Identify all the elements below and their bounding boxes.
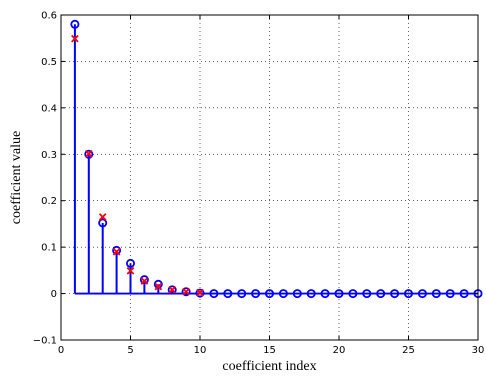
x-marker [84,149,93,158]
circle-marker [70,19,80,29]
circle-marker [445,289,455,299]
x-marker-stroke [84,149,93,158]
markers [70,19,483,299]
circle-marker [153,279,163,289]
circle-marker [376,289,386,299]
circle-marker [223,289,233,299]
circle-marker [112,245,122,255]
x-marker [98,213,107,221]
x-axis-label: coefficient index [222,359,316,374]
x-tick-label: 0 [58,345,64,356]
circle-marker [167,285,177,295]
circle-marker [320,289,330,299]
circle-marker [403,289,413,299]
x-tick-label: 20 [333,345,346,356]
circle-marker [278,289,288,299]
circle-marker [126,258,136,268]
x-tick-label: 5 [127,345,133,356]
x-marker-stroke [140,277,149,285]
circle-marker [139,275,149,285]
x-tick-label: 10 [194,345,207,356]
circle-marker [390,289,400,299]
circle-marker [306,289,316,299]
x-marker-stroke [112,247,121,256]
y-tick-label: 0.6 [41,11,57,22]
circle-marker [237,289,247,299]
y-tick-label: −0.1 [33,336,57,347]
y-tick-label: 0.4 [41,103,57,114]
y-tick-label: 0 [51,289,57,300]
grid [61,15,478,340]
x-marker [71,34,79,43]
x-tick-label: 30 [472,345,485,356]
circle-marker [348,289,358,299]
x-marker-stroke [168,286,177,294]
x-marker-stroke [71,34,79,43]
x-marker [182,287,190,296]
x-marker [126,266,135,275]
x-marker-stroke [196,288,204,297]
x-marker [140,277,149,285]
stems [73,24,201,294]
circle-marker [459,289,469,299]
circle-marker [98,218,108,228]
y-tick-label: 0.3 [41,150,57,161]
x-tick-label: 25 [402,345,415,356]
y-tick-label: 0.5 [41,57,57,68]
ticks [60,14,479,341]
circle-marker [181,287,191,297]
x-marker [154,282,163,291]
circle-marker [334,289,344,299]
circle-marker [362,289,372,299]
y-axis-label: coefficient value [9,131,24,224]
circle-marker [251,289,261,299]
circle-marker [417,289,427,299]
circle-marker [209,289,219,299]
circle-marker [264,289,274,299]
y-tick-label: 0.2 [41,196,57,207]
x-marker [196,288,204,297]
x-marker-stroke [154,282,163,291]
tick-labels: 0 5 10 15 20 25 30−0.100.10.20.30.40.50.6 [33,11,485,357]
x-marker-stroke [182,287,190,296]
circle-marker [84,149,94,159]
x-marker [168,286,177,294]
circle-marker [431,289,441,299]
circle-marker [292,289,302,299]
x-marker-stroke [126,266,135,275]
x-marker-stroke [98,213,107,221]
y-tick-label: 0.1 [41,243,57,254]
circle-marker [195,288,205,298]
x-marker [112,247,121,256]
x-tick-label: 15 [263,345,276,356]
